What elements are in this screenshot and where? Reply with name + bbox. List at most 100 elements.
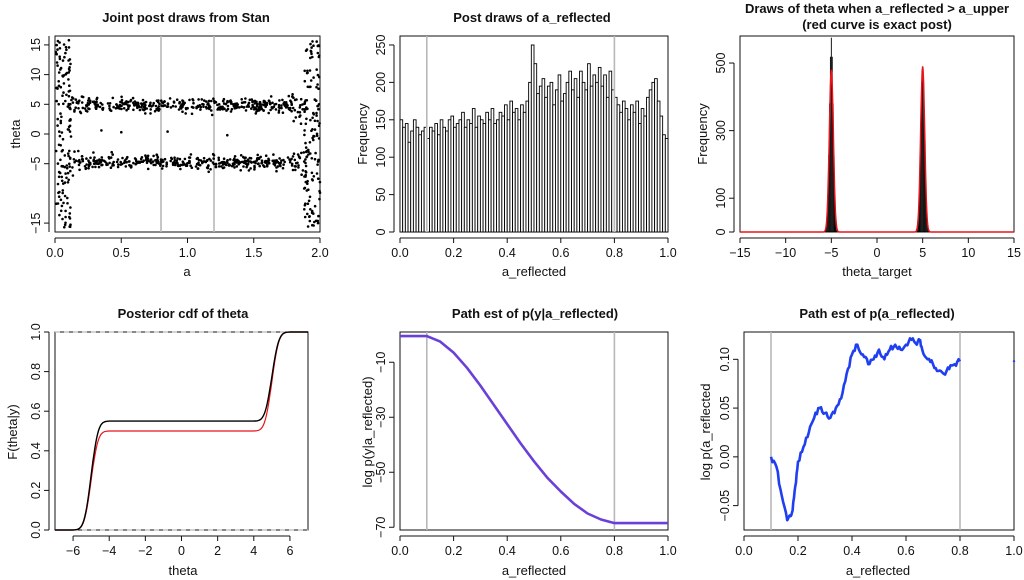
y-tick-label: 0 bbox=[29, 130, 43, 137]
scatter-point bbox=[93, 159, 96, 163]
panel-theta-draws-upper: Draws of theta when a_reflected > a_uppe… bbox=[695, 1, 1021, 279]
scatter-point bbox=[316, 177, 320, 180]
scatter-point bbox=[62, 82, 66, 85]
scatter-point bbox=[57, 84, 61, 88]
scatter-point bbox=[212, 162, 216, 166]
scatter-point bbox=[69, 206, 72, 209]
scatter-point bbox=[171, 104, 175, 108]
scatter-point bbox=[192, 101, 195, 105]
panel5-path-line bbox=[400, 334, 668, 525]
x-tick-label: 0.8 bbox=[951, 544, 968, 558]
scatter-point bbox=[308, 215, 311, 218]
scatter-point bbox=[152, 154, 155, 158]
scatter-point bbox=[313, 119, 317, 123]
scatter-point bbox=[64, 172, 67, 175]
scatter-point bbox=[227, 164, 231, 167]
scatter-point bbox=[244, 97, 247, 100]
x-tick-label: 15 bbox=[1007, 246, 1021, 260]
scatter-point bbox=[69, 135, 73, 138]
scatter-point bbox=[220, 165, 223, 168]
scatter-point bbox=[247, 169, 251, 172]
scatter-point bbox=[181, 110, 184, 113]
scatter-point bbox=[202, 105, 205, 108]
scatter-point bbox=[309, 118, 312, 122]
scatter-point bbox=[156, 155, 160, 159]
scatter-point bbox=[295, 98, 298, 101]
histogram-bar bbox=[924, 166, 926, 232]
scatter-point bbox=[304, 49, 308, 52]
x-tick-label: 0.0 bbox=[391, 246, 408, 260]
scatter-point bbox=[112, 105, 115, 109]
scatter-point bbox=[92, 151, 95, 154]
scatter-point bbox=[271, 159, 275, 163]
scatter-point bbox=[66, 202, 69, 205]
scatter-point bbox=[166, 130, 169, 133]
scatter-point bbox=[57, 71, 61, 74]
scatter-point bbox=[280, 159, 283, 162]
scatter-point bbox=[178, 101, 181, 105]
scatter-point bbox=[63, 55, 66, 59]
scatter-point bbox=[257, 157, 261, 161]
scatter-point bbox=[310, 157, 314, 160]
y-tick-label: 0.6 bbox=[29, 402, 43, 419]
scatter-point bbox=[315, 40, 319, 43]
panel6-frame bbox=[743, 331, 1015, 531]
scatter-point bbox=[68, 162, 71, 166]
scatter-point bbox=[62, 102, 65, 106]
scatter-point bbox=[275, 169, 278, 173]
scatter-point bbox=[309, 50, 313, 53]
scatter-point bbox=[309, 56, 312, 60]
scatter-point bbox=[129, 164, 133, 168]
scatter-point bbox=[144, 100, 148, 104]
scatter-point bbox=[69, 102, 72, 106]
scatter-point bbox=[316, 221, 320, 225]
scatter-point bbox=[303, 79, 307, 83]
panel1-ylabel: theta bbox=[8, 119, 23, 149]
scatter-point bbox=[294, 116, 298, 119]
scatter-point bbox=[305, 71, 309, 75]
scatter-point bbox=[209, 159, 213, 162]
scatter-point bbox=[306, 202, 310, 205]
scatter-point bbox=[62, 201, 65, 205]
y-tick-label: −5 bbox=[29, 157, 43, 171]
scatter-point bbox=[68, 212, 72, 215]
scatter-point bbox=[60, 204, 64, 208]
scatter-point bbox=[87, 164, 91, 168]
scatter-point bbox=[62, 182, 65, 185]
x-tick-label: 0.2 bbox=[445, 544, 462, 558]
x-tick-label: 0.0 bbox=[46, 246, 63, 260]
panel1-title: Joint post draws from Stan bbox=[102, 10, 270, 25]
scatter-point bbox=[233, 161, 236, 165]
scatter-point bbox=[303, 208, 306, 211]
y-tick-label: 1.0 bbox=[29, 323, 43, 340]
scatter-point bbox=[86, 101, 90, 105]
y-tick-label: 200 bbox=[374, 72, 388, 93]
scatter-point bbox=[87, 167, 90, 170]
scatter-point bbox=[178, 157, 182, 161]
scatter-point bbox=[278, 157, 281, 160]
panel5-frame bbox=[399, 331, 669, 531]
y-tick-label: 15 bbox=[29, 38, 43, 52]
scatter-point bbox=[264, 154, 268, 157]
scatter-point bbox=[190, 166, 194, 169]
x-tick-label: 1.0 bbox=[659, 544, 676, 558]
y-tick-label: 100 bbox=[374, 147, 388, 168]
scatter-point bbox=[305, 189, 309, 192]
scatter-point bbox=[100, 156, 104, 159]
scatter-point bbox=[291, 168, 295, 172]
scatter-point bbox=[181, 105, 184, 109]
scatter-point bbox=[65, 164, 69, 167]
y-tick-label: −0.05 bbox=[718, 490, 732, 522]
panel2-reference-lines bbox=[425, 36, 616, 232]
scatter-point bbox=[111, 153, 114, 156]
scatter-point bbox=[151, 160, 155, 163]
scatter-point bbox=[299, 97, 303, 101]
scatter-point bbox=[60, 175, 64, 179]
y-tick-label: 150 bbox=[374, 109, 388, 130]
x-tick-label: −15 bbox=[729, 246, 750, 260]
scatter-point bbox=[190, 112, 194, 116]
scatter-point bbox=[64, 221, 67, 225]
scatter-point bbox=[160, 101, 164, 104]
scatter-point bbox=[206, 166, 210, 170]
scatter-point bbox=[304, 173, 308, 177]
